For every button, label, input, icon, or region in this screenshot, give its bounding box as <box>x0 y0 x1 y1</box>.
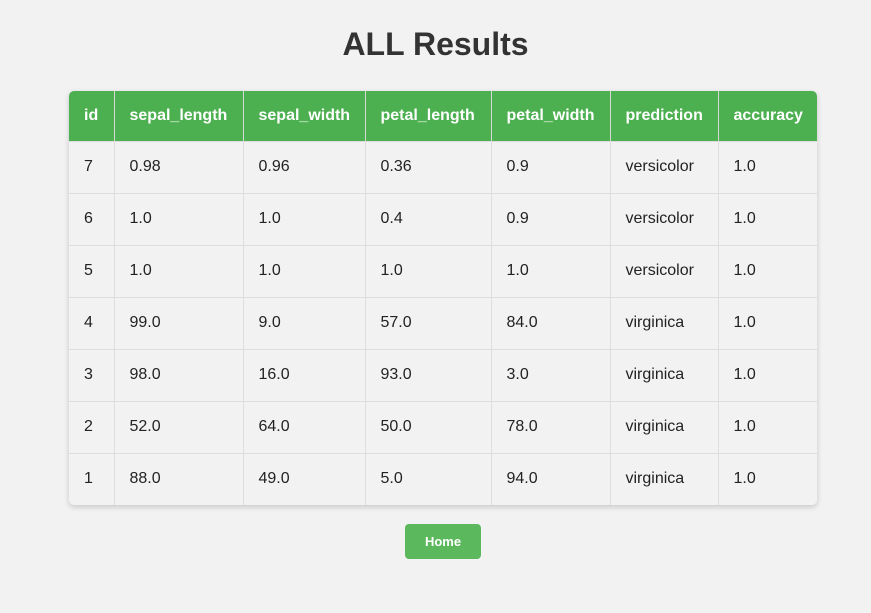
table-row: 3 98.0 16.0 93.0 3.0 virginica 1.0 <box>69 348 817 401</box>
column-header-id: id <box>69 91 115 141</box>
cell-sepal-width: 49.0 <box>243 452 366 505</box>
cell-prediction: versicolor <box>610 140 719 193</box>
cell-petal-width: 3.0 <box>491 348 611 401</box>
cell-id: 6 <box>69 192 115 245</box>
table-header: id sepal_length sepal_width petal_length… <box>69 91 817 141</box>
table-row: 2 52.0 64.0 50.0 78.0 virginica 1.0 <box>69 400 817 453</box>
cell-prediction: virginica <box>610 452 719 505</box>
cell-petal-width: 1.0 <box>491 244 611 297</box>
column-header-prediction: prediction <box>610 91 719 141</box>
cell-sepal-length: 88.0 <box>114 452 244 505</box>
cell-id: 5 <box>69 244 115 297</box>
cell-sepal-length: 52.0 <box>114 400 244 453</box>
column-header-sepal-width: sepal_width <box>243 91 366 141</box>
cell-petal-width: 78.0 <box>491 400 611 453</box>
results-table: id sepal_length sepal_width petal_length… <box>69 91 817 505</box>
column-header-petal-width: petal_width <box>491 91 611 141</box>
cell-petal-length: 0.4 <box>365 192 492 245</box>
page-title: ALL Results <box>342 26 529 62</box>
cell-petal-length: 50.0 <box>365 400 492 453</box>
cell-id: 2 <box>69 400 115 453</box>
table-row: 7 0.98 0.96 0.36 0.9 versicolor 1.0 <box>69 140 817 193</box>
cell-sepal-length: 0.98 <box>114 140 244 193</box>
column-header-accuracy: accuracy <box>733 106 803 124</box>
cell-sepal-length: 1.0 <box>114 192 244 245</box>
cell-accuracy: 1.0 <box>718 296 817 349</box>
cell-sepal-length: 99.0 <box>114 296 244 349</box>
cell-prediction: virginica <box>610 400 719 453</box>
cell-accuracy: 1.0 <box>718 348 817 401</box>
cell-petal-length: 0.36 <box>365 140 492 193</box>
cell-petal-length: 93.0 <box>365 348 492 401</box>
cell-petal-width: 0.9 <box>491 192 611 245</box>
home-button[interactable]: Home <box>405 524 481 559</box>
table-row: 4 99.0 9.0 57.0 84.0 virginica 1.0 <box>69 296 817 349</box>
cell-petal-width: 0.9 <box>491 140 611 193</box>
cell-accuracy: 1.0 <box>718 192 817 245</box>
cell-accuracy: 1.0 <box>718 244 817 297</box>
cell-petal-length: 57.0 <box>365 296 492 349</box>
column-header-sepal-length: sepal_length <box>114 91 244 141</box>
cell-id: 4 <box>69 296 115 349</box>
table-body: 7 0.98 0.96 0.36 0.9 versicolor 1.0 6 1.… <box>69 140 817 505</box>
cell-sepal-width: 64.0 <box>243 400 366 453</box>
cell-prediction: virginica <box>610 296 719 349</box>
cell-prediction: versicolor <box>610 244 719 297</box>
cell-accuracy: 1.0 <box>718 452 817 505</box>
cell-petal-length: 1.0 <box>365 244 492 297</box>
results-table-container: id sepal_length sepal_width petal_length… <box>69 91 817 505</box>
cell-prediction: versicolor <box>610 192 719 245</box>
cell-accuracy: 1.0 <box>718 400 817 453</box>
cell-sepal-width: 1.0 <box>243 244 366 297</box>
cell-sepal-length: 1.0 <box>114 244 244 297</box>
cell-prediction: virginica <box>610 348 719 401</box>
cell-accuracy: 1.0 <box>718 140 817 193</box>
cell-petal-width: 84.0 <box>491 296 611 349</box>
cell-id: 7 <box>69 140 115 193</box>
cell-sepal-width: 0.96 <box>243 140 366 193</box>
table-row: 6 1.0 1.0 0.4 0.9 versicolor 1.0 <box>69 192 817 245</box>
cell-id: 3 <box>69 348 115 401</box>
table-row: 5 1.0 1.0 1.0 1.0 versicolor 1.0 <box>69 244 817 297</box>
cell-sepal-length: 98.0 <box>114 348 244 401</box>
header-row: id sepal_length sepal_width petal_length… <box>69 91 817 141</box>
table-row: 1 88.0 49.0 5.0 94.0 virginica 1.0 <box>69 452 817 505</box>
cell-sepal-width: 1.0 <box>243 192 366 245</box>
cell-sepal-width: 9.0 <box>243 296 366 349</box>
cell-sepal-width: 16.0 <box>243 348 366 401</box>
cell-id: 1 <box>69 452 115 505</box>
column-header-petal-length: petal_length <box>365 91 492 141</box>
cell-petal-width: 94.0 <box>491 452 611 505</box>
cell-petal-length: 5.0 <box>365 452 492 505</box>
